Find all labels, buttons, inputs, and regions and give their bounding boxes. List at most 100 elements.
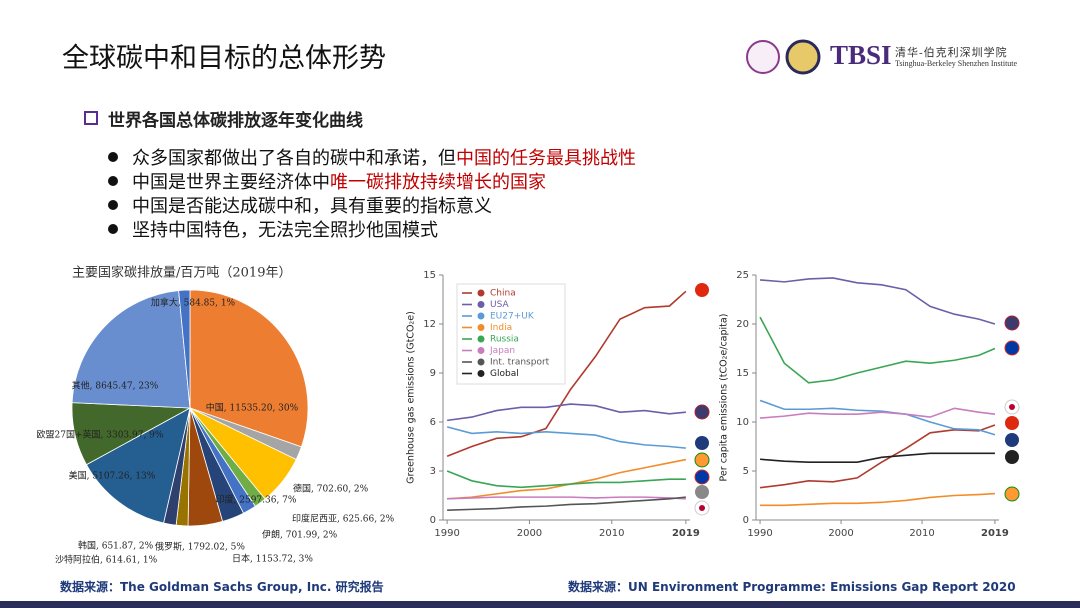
- pie-slice: [189, 289, 309, 448]
- pie-label: 俄罗斯, 1792.02, 5%: [155, 541, 245, 553]
- flag-icon: [695, 436, 709, 450]
- y-tick-label: 12: [423, 319, 436, 330]
- series-line: [447, 458, 687, 500]
- y-tick-label: 0: [743, 515, 749, 526]
- flag-icon: [694, 452, 710, 468]
- pie-label: 印度尼西亚, 625.66, 2%: [292, 513, 395, 525]
- institute-en: Tsinghua-Berkeley Shenzhen Institute: [895, 59, 1018, 68]
- y-tick-label: 6: [430, 417, 436, 428]
- legend-label: Global: [490, 369, 519, 379]
- flag-icon: [1005, 416, 1019, 430]
- x-tick-label: 2019: [672, 528, 700, 539]
- y-axis-label: Greenhouse gas emissions (GtCO₂e): [406, 311, 417, 484]
- highlight-text: 唯一碳排放持续增长的国家: [330, 172, 546, 193]
- logo-text: TBSI: [830, 40, 892, 70]
- legend-label: India: [490, 323, 512, 333]
- bullet-text: 中国是否能达成碳中和，具有重要的指标意义: [132, 196, 492, 217]
- x-tick-label: 2019: [981, 528, 1009, 539]
- legend-icon: [477, 370, 485, 377]
- legend-icon: [477, 289, 485, 297]
- x-tick-label: 2000: [517, 528, 542, 539]
- pie-label: 印度, 2597.36, 7%: [216, 494, 297, 506]
- y-tick-label: 10: [736, 417, 749, 428]
- legend-label: USA: [490, 300, 509, 310]
- flag-icon: [694, 469, 710, 485]
- legend-icon: [477, 312, 485, 320]
- pie-label: 沙特阿拉伯, 614.61, 1%: [55, 554, 158, 566]
- flag-icon: [1005, 450, 1019, 464]
- series-line: [759, 316, 996, 384]
- series-line: [759, 424, 996, 489]
- bullet: 坚持中国特色，无法完全照抄他国模式: [108, 216, 438, 242]
- series-line: [759, 452, 995, 463]
- pie-label: 美国, 5107.26, 13%: [69, 470, 156, 482]
- bullet: 中国是世界主要经济体中唯一碳排放持续增长的国家: [108, 168, 546, 194]
- pie-label: 伊朗, 701.99, 2%: [262, 529, 338, 541]
- institute-cn: 清华-伯克利深圳学院: [895, 47, 1008, 59]
- series-line: [447, 496, 686, 511]
- highlight-text: 中国的任务最具挑战性: [456, 148, 636, 169]
- series-line: [447, 496, 686, 500]
- x-tick-label: 1990: [434, 528, 459, 539]
- source-note: 数据来源：The Goldman Sachs Group, Inc. 研究报告: [60, 580, 384, 594]
- pie-slice: [71, 290, 191, 409]
- bullet-text: 众多国家都做出了各自的碳中和承诺，但: [132, 148, 456, 169]
- y-tick-label: 9: [430, 368, 436, 379]
- pie-label: 欧盟27国+英国, 3303.97, 9%: [37, 429, 164, 441]
- legend-label: China: [490, 289, 516, 299]
- series-line: [759, 399, 996, 436]
- legend-icon: [477, 324, 485, 331]
- flag-icon: [694, 404, 710, 420]
- flag-icon: [1004, 315, 1020, 331]
- logos: [746, 39, 821, 75]
- bullet: 众多国家都做出了各自的碳中和承诺，但中国的任务最具挑战性: [108, 144, 636, 170]
- y-tick-label: 3: [430, 466, 436, 477]
- legend-icon: [477, 301, 485, 308]
- legend-label: Russia: [490, 335, 519, 345]
- series-line: [446, 290, 687, 458]
- section-title: 世界各国总体碳排放逐年变化曲线: [84, 106, 363, 131]
- x-tick-label: 2010: [599, 528, 624, 539]
- pie-slice: [85, 407, 191, 524]
- flag-icon: [1004, 486, 1020, 502]
- flag-icon: [1005, 433, 1019, 447]
- bullet-dot: [108, 200, 118, 210]
- bullet-dot: [108, 224, 118, 234]
- y-tick-label: 25: [736, 270, 749, 281]
- pie-slice: [178, 289, 191, 409]
- y-axis-label: Per capita emissions (tCO₂e/capita): [719, 314, 730, 482]
- source-note: 数据来源：UN Environment Programme: Emissions…: [568, 580, 1016, 594]
- flag-icon: [695, 485, 709, 499]
- pie-label: 韩国, 651.87, 2%: [78, 540, 154, 552]
- logo-seal: [746, 40, 780, 74]
- legend-icon: [477, 347, 485, 354]
- slide-title: 全球碳中和目标的总体形势: [62, 43, 386, 74]
- legend-box: [456, 283, 566, 385]
- flag-icon: [695, 283, 709, 297]
- pie-label: 德国, 702.60, 2%: [293, 483, 369, 495]
- x-tick-label: 2010: [909, 528, 934, 539]
- y-tick-label: 0: [430, 515, 436, 526]
- flag-icon: [1009, 404, 1015, 410]
- legend-label: Japan: [489, 346, 515, 356]
- flags: [694, 283, 1020, 516]
- pie-label: 其他, 8645.47, 23%: [72, 380, 159, 392]
- y-tick-label: 20: [736, 319, 749, 330]
- y-tick-label: 5: [743, 466, 749, 477]
- flag-icon: [1004, 340, 1020, 356]
- bullet-dot: [108, 176, 118, 186]
- series-line: [759, 407, 996, 419]
- bullet-dot: [108, 152, 118, 162]
- pie-label: 中国, 11535.20, 30%: [206, 402, 299, 414]
- y-tick-label: 15: [423, 270, 436, 281]
- legend-label: Int. transport: [490, 358, 550, 368]
- logo-seal: [785, 39, 821, 75]
- x-tick-label: 2000: [828, 528, 853, 539]
- legend-label: EU27+UK: [490, 312, 535, 322]
- series-line: [447, 403, 686, 422]
- bullet-text: 坚持中国特色，无法完全照抄他国模式: [132, 220, 438, 241]
- bullet: 中国是否能达成碳中和，具有重要的指标意义: [108, 192, 492, 218]
- legend-icon: [477, 358, 485, 366]
- pie-label: 日本, 1153.72, 3%: [232, 553, 313, 565]
